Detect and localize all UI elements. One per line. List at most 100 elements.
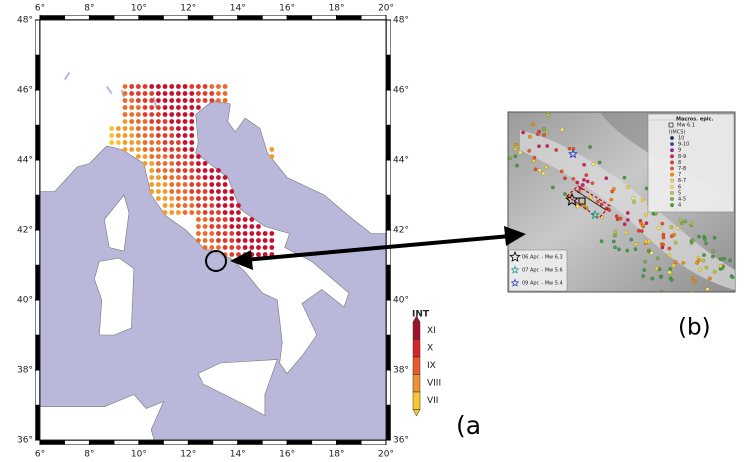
intensity-dot [196,231,201,236]
intensity-dot [123,133,128,138]
intensity-point [682,261,685,264]
intensity-dot [216,245,221,250]
intensity-dot [183,196,188,201]
intensity-point [600,203,603,206]
legend-swatch [670,203,674,207]
intensity-dot [203,189,208,194]
intensity-point [697,235,700,238]
intensity-dot [183,133,188,138]
intensity-dot [176,112,181,117]
intensity-dot [169,154,174,159]
intensity-dot [183,126,188,131]
intensity-point [706,287,709,290]
intensity-point [546,113,549,116]
intensity-point [598,161,601,164]
intensity-dot [229,231,234,236]
legend-swatch [670,155,674,159]
intensity-dot [169,98,174,103]
intensity-point [659,275,662,278]
legend-swatch [670,142,674,146]
intensity-point [644,240,647,243]
intensity-dot [256,238,261,243]
frame-segment [36,230,40,265]
legend-swatch [670,173,674,177]
intensity-dot [209,231,214,236]
colorbar-segment [413,322,420,340]
intensity-dot [236,238,241,243]
intensity-point [613,246,616,249]
intensity-dot [189,98,194,103]
intensity-dot [189,154,194,159]
intensity-dot [189,84,194,89]
frame-segment [188,16,213,20]
y-tick-label: 44° [17,156,33,166]
intensity-dot [156,147,161,152]
intensity-dot [229,203,234,208]
intensity-point [731,276,734,279]
intensity-dot [149,105,154,110]
intensity-dot [223,203,228,208]
intensity-dot [183,112,188,117]
intensity-point [661,243,664,246]
intensity-point [612,240,615,243]
intensity-dot [163,175,168,180]
intensity-point [563,177,566,180]
intensity-dot [156,154,161,159]
intensity-dot [189,189,194,194]
intensity-dot [223,175,228,180]
figure: 6°6°8°8°10°10°12°12°14°14°16°16°18°18°20… [0,0,753,462]
intensity-point [658,268,661,271]
intensity-dot [149,91,154,96]
intensity-point [576,181,579,184]
intensity-point [626,185,629,188]
y-tick-label: 48° [393,16,409,26]
intensity-dot [109,133,114,138]
intensity-dot [176,203,181,208]
intensity-point [713,270,716,273]
intensity-dot [169,189,174,194]
intensity-dot [263,238,268,243]
intensity-dot [136,147,141,152]
x-tick-label: 10° [131,4,147,14]
intensity-point [610,198,613,201]
intensity-dot [263,245,268,250]
y-tick-label: 40° [17,296,33,306]
intensity-point [615,215,618,218]
intensity-point [645,222,648,225]
intensity-dot [196,98,201,103]
intensity-point [545,130,548,133]
intensity-dot [163,91,168,96]
intensity-dot [149,133,154,138]
intensity-dot [129,119,134,124]
legend-swatch [670,161,674,165]
legend-label: 8 [678,160,681,166]
legend-label: 6 [678,184,681,190]
intensity-dot [216,168,221,173]
intensity-dot [143,105,148,110]
intensity-dot [256,224,261,229]
intensity-dot [163,133,168,138]
intensity-dot [156,112,161,117]
intensity-dot [156,98,161,103]
intensity-point [572,177,575,180]
frame-segment [36,125,40,160]
intensity-dot [129,91,134,96]
y-tick-label: 36° [17,436,33,446]
frame-segment [238,441,263,445]
intensity-point [542,127,545,130]
intensity-dot [216,210,221,215]
intensity-dot [183,154,188,159]
intensity-dot [223,224,228,229]
intensity-dot [209,175,214,180]
intensity-point [684,220,687,223]
intensity-dot [196,224,201,229]
intensity-point [560,128,563,131]
intensity-point [704,242,707,245]
intensity-point [643,260,646,263]
intensity-dot [189,119,194,124]
intensity-point [560,170,563,173]
intensity-dot [169,140,174,145]
intensity-dot [123,126,128,131]
intensity-point [555,148,558,151]
intensity-dot [256,245,261,250]
